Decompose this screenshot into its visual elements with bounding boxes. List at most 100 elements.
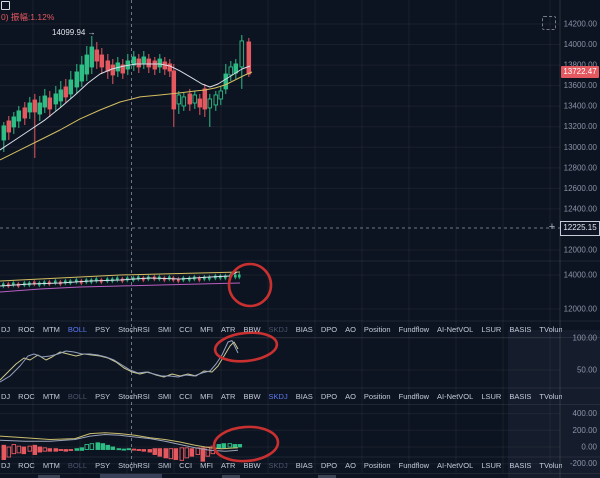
tab-bias[interactable]: BIAS (295, 392, 313, 401)
last-price-badge: 13722.47 (561, 66, 599, 78)
tab-mfi[interactable]: MFI (200, 392, 213, 401)
mini-candle-body (198, 277, 201, 281)
tab-roc[interactable]: ROC (18, 325, 35, 334)
screenshot-icon[interactable] (542, 16, 556, 30)
tab-basis[interactable]: BASIS (509, 325, 532, 334)
tab-smi[interactable]: SMI (157, 325, 172, 334)
tab-cci[interactable]: CCI (179, 325, 193, 334)
histogram-bar (32, 444, 38, 455)
tab-ai-netvol[interactable]: AI-NetVOL (437, 325, 474, 334)
histogram-bar (84, 444, 90, 450)
histogram-bar (168, 448, 174, 460)
tab-mfi[interactable]: MFI (200, 461, 213, 470)
tab-stochrsi[interactable]: StochRSI (118, 392, 150, 401)
tab-mtm[interactable]: MTM (42, 325, 60, 334)
tab-ao[interactable]: AO (345, 325, 356, 334)
mini-candle-body (64, 280, 67, 284)
tab-cci[interactable]: CCI (179, 392, 193, 401)
axis-tick-label: 12800.00 (564, 163, 598, 172)
tab-dpo[interactable]: DPO (320, 325, 338, 334)
tab-stochrsi[interactable]: StochRSI (118, 461, 150, 470)
time-axis-crosshair-badge (100, 474, 162, 478)
window-icon[interactable] (1, 1, 10, 10)
tab-position[interactable]: Position (363, 392, 391, 401)
candle-body (94, 49, 100, 62)
tab-basis[interactable]: BASIS (509, 392, 532, 401)
histogram-bar (68, 449, 74, 451)
tab-skdj[interactable]: SKDJ (268, 461, 288, 470)
tab-lsur[interactable]: LSUR (481, 461, 502, 470)
tab-stochrsi[interactable]: StochRSI (118, 325, 150, 334)
tab-smi[interactable]: SMI (157, 461, 172, 470)
tab-fundflow[interactable]: Fundflow (398, 392, 430, 401)
histogram-bar (184, 447, 190, 459)
tab-dj[interactable]: DJ (1, 461, 11, 470)
candle-body (218, 90, 224, 100)
tab-fundflow[interactable]: Fundflow (398, 325, 430, 334)
tab-psy[interactable]: PSY (95, 392, 111, 401)
histogram-bar (89, 443, 95, 450)
tab-bias[interactable]: BIAS (295, 325, 313, 334)
tab-psy[interactable]: PSY (95, 325, 111, 334)
tab-psy[interactable]: PSY (95, 461, 111, 470)
tab-bbw[interactable]: BBW (243, 392, 261, 401)
indicator-tabbar-boll-panel: DJ ROC MTM BOLL PSY StochRSI SMI CCI MFI ATR BBW SK… (0, 322, 562, 337)
tab-tvolume[interactable]: TVolume (539, 461, 562, 470)
candle-body (146, 58, 152, 68)
axis-tick-label: 13400.00 (564, 102, 598, 111)
axis-tick-label: 12000.00 (564, 246, 598, 255)
tab-tvolume[interactable]: TVolume (539, 325, 562, 334)
tab-tvolume[interactable]: TVolume (539, 392, 562, 401)
tab-skdj[interactable]: SKDJ (268, 325, 288, 334)
tab-position[interactable]: Position (363, 461, 391, 470)
tab-dpo[interactable]: DPO (320, 392, 338, 401)
tab-cci[interactable]: CCI (179, 461, 193, 470)
histogram-bar (16, 445, 22, 454)
histogram-bar (6, 446, 12, 458)
tab-dj[interactable]: DJ (1, 325, 11, 334)
annotation-ellipse (227, 262, 273, 308)
tab-roc[interactable]: ROC (18, 392, 35, 401)
tab-skdj[interactable]: SKDJ (268, 392, 288, 401)
tab-ai-netvol[interactable]: AI-NetVOL (437, 461, 474, 470)
tab-basis[interactable]: BASIS (509, 461, 532, 470)
tab-ai-netvol[interactable]: AI-NetVOL (437, 392, 474, 401)
tab-roc[interactable]: ROC (18, 461, 35, 470)
tab-atr[interactable]: ATR (221, 325, 236, 334)
histogram-bar (232, 444, 238, 449)
tab-bbw[interactable]: BBW (243, 325, 261, 334)
tab-boll[interactable]: BOLL (67, 325, 88, 334)
tab-ao[interactable]: AO (345, 461, 356, 470)
tab-boll[interactable]: BOLL (67, 461, 88, 470)
tab-bbw[interactable]: BBW (243, 461, 261, 470)
histogram-bar (121, 448, 127, 451)
tab-dpo[interactable]: DPO (320, 461, 338, 470)
candle-body (157, 58, 163, 68)
candle-body (176, 94, 182, 105)
mini-candle-body (12, 282, 15, 286)
tab-boll[interactable]: BOLL (67, 392, 88, 401)
axis-tick-label: 14000.00 (564, 40, 598, 49)
tab-mtm[interactable]: MTM (42, 461, 60, 470)
tab-fundflow[interactable]: Fundflow (398, 461, 430, 470)
mini-candle-body (95, 278, 98, 282)
tab-dj[interactable]: DJ (1, 392, 11, 401)
tab-lsur[interactable]: LSUR (481, 325, 502, 334)
tab-position[interactable]: Position (363, 325, 391, 334)
tab-mfi[interactable]: MFI (200, 325, 213, 334)
candle-body (89, 46, 95, 68)
ma-yellow (0, 71, 253, 161)
candle-body (239, 40, 245, 68)
tab-mtm[interactable]: MTM (42, 392, 60, 401)
tab-atr[interactable]: ATR (221, 392, 236, 401)
axis-tick-label: 0.00 (581, 443, 597, 452)
tab-smi[interactable]: SMI (157, 392, 172, 401)
boll-mid-white (0, 271, 238, 287)
tab-ao[interactable]: AO (345, 392, 356, 401)
candle-body (27, 102, 33, 113)
tab-lsur[interactable]: LSUR (481, 392, 502, 401)
tab-bias[interactable]: BIAS (295, 461, 313, 470)
tab-atr[interactable]: ATR (221, 461, 236, 470)
histogram-bar (37, 446, 43, 453)
